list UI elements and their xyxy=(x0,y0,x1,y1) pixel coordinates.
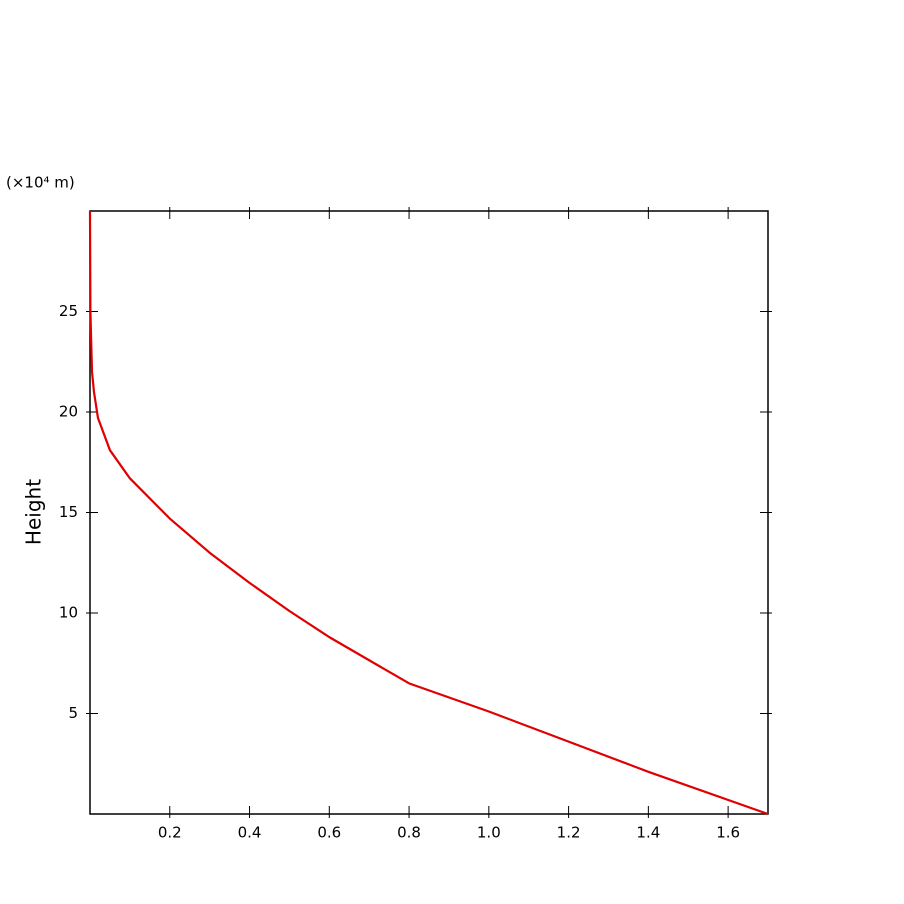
x-tick-label: 0.4 xyxy=(238,824,262,842)
y-tick-label: 10 xyxy=(59,604,78,622)
x-tick-label: 0.2 xyxy=(158,824,182,842)
x-tick-label: 0.8 xyxy=(397,824,421,842)
y-tick-label: 25 xyxy=(59,302,78,320)
x-tick-label: 1.4 xyxy=(636,824,660,842)
y-tick-label: 15 xyxy=(59,503,78,521)
x-tick-label: 1.6 xyxy=(716,824,740,842)
y-axis-label: Height xyxy=(22,479,46,545)
y-tick-label: 5 xyxy=(68,704,78,722)
x-tick-label: 1.2 xyxy=(557,824,581,842)
x-tick-label: 1.0 xyxy=(477,824,501,842)
x-tick-label: 0.6 xyxy=(317,824,341,842)
y-unit: (×10⁴ m) xyxy=(6,174,75,192)
y-tick-label: 20 xyxy=(59,403,78,421)
line xyxy=(88,210,769,816)
